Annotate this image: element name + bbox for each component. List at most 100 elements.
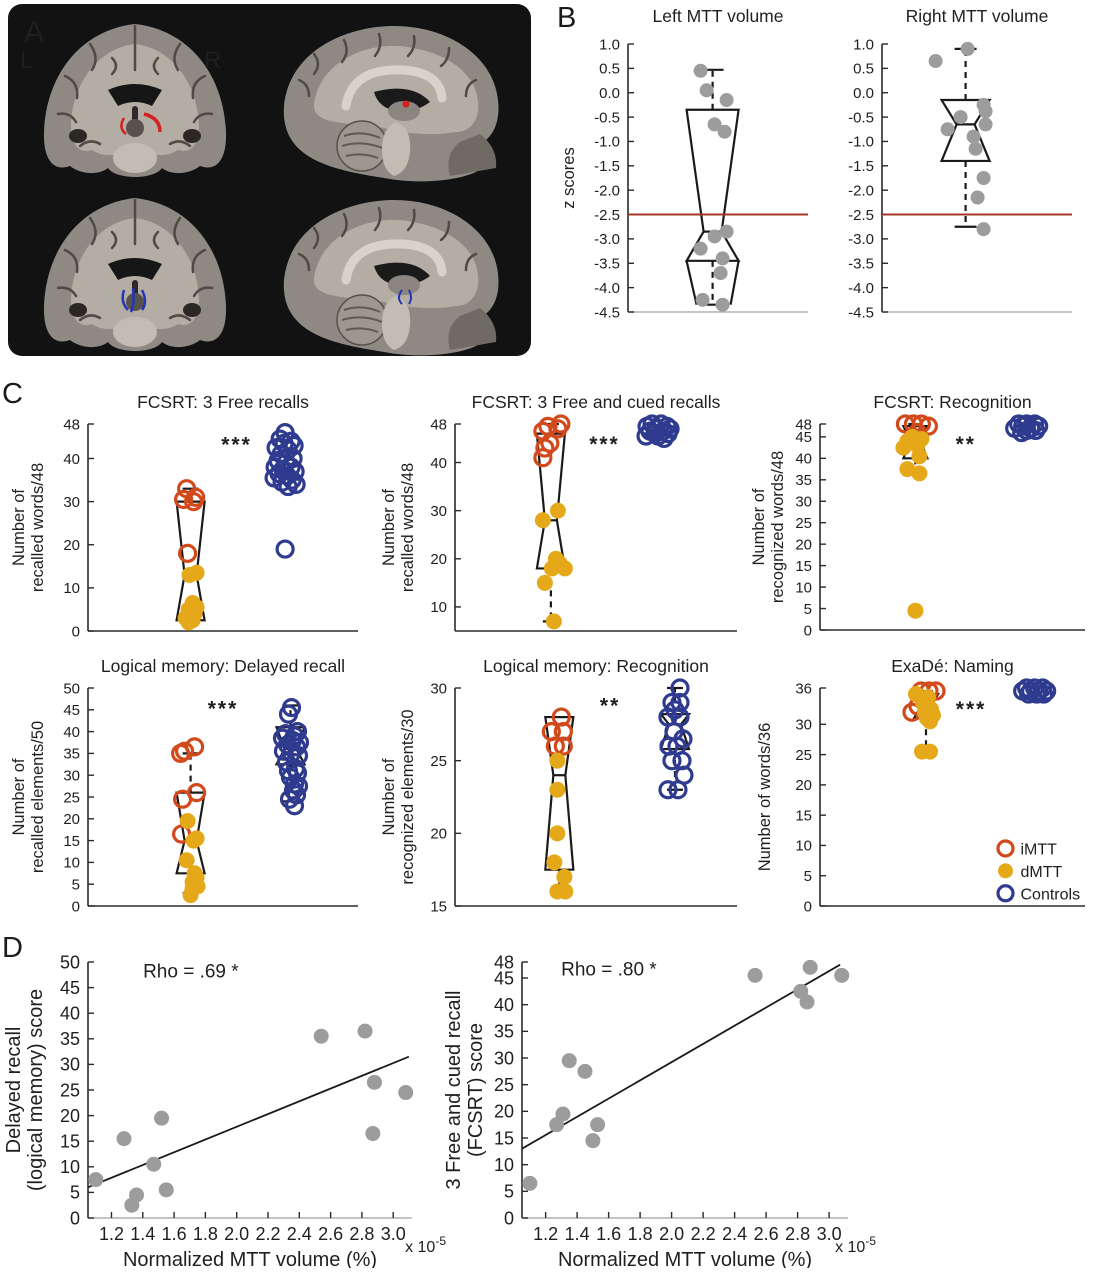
svg-text:2.4: 2.4 <box>287 1224 312 1244</box>
svg-text:20: 20 <box>430 826 447 843</box>
svg-text:30: 30 <box>430 503 447 520</box>
chart-logical-memory-delayed: 0 5 10 15 20 25 30 35 40 45 50 Number ofrecalled el… <box>0 652 370 915</box>
svg-text:Rho = .69 *: Rho = .69 * <box>143 961 239 982</box>
svg-text:0: 0 <box>72 898 80 914</box>
chart-fcsrt-recognition: 0 5 10 15 20 25 30 35 40 45 48 Number ofrecognized … <box>740 388 1098 639</box>
svg-text:Normalized MTT volume (%): Normalized MTT volume (%) <box>558 1249 812 1268</box>
svg-text:25: 25 <box>795 515 812 532</box>
svg-text:1.8: 1.8 <box>193 1224 218 1244</box>
svg-text:1.2: 1.2 <box>99 1224 124 1244</box>
svg-text:-0.5: -0.5 <box>848 109 874 126</box>
svg-text:30: 30 <box>63 494 80 511</box>
svg-text:40: 40 <box>494 995 514 1015</box>
svg-text:FCSRT: Recognition: FCSRT: Recognition <box>873 392 1031 412</box>
svg-text:2.0: 2.0 <box>224 1224 249 1244</box>
chart-fcsrt-free-cued-recalls: 10 20 30 40 48 Number ofrecalled words/48 FCSR… <box>370 388 740 638</box>
svg-text:0.0: 0.0 <box>853 85 874 102</box>
svg-text:ExaDé: Naming: ExaDé: Naming <box>891 656 1014 676</box>
svg-text:3.0: 3.0 <box>817 1224 842 1244</box>
svg-text:50: 50 <box>60 952 80 972</box>
svg-text:45: 45 <box>795 429 812 446</box>
svg-text:25: 25 <box>60 1080 80 1100</box>
svg-text:Normalized MTT volume (%): Normalized MTT volume (%) <box>123 1249 377 1268</box>
svg-text:***: *** <box>208 697 239 720</box>
svg-text:40: 40 <box>430 455 447 472</box>
svg-text:-2.5: -2.5 <box>848 207 874 224</box>
svg-text:25: 25 <box>430 753 447 770</box>
svg-text:15: 15 <box>795 558 812 575</box>
svg-text:-3.5: -3.5 <box>594 256 620 273</box>
svg-text:15: 15 <box>60 1132 80 1152</box>
svg-text:10: 10 <box>795 579 812 596</box>
chart-svg-c-lm-delayed: 0 5 10 15 20 25 30 35 40 45 50 Number ofrecalled el… <box>10 656 358 915</box>
svg-text:z scores: z scores <box>560 147 578 208</box>
svg-text:40: 40 <box>795 451 812 468</box>
svg-text:40: 40 <box>63 724 80 741</box>
svg-text:-2.0: -2.0 <box>594 182 620 199</box>
svg-text:0.5: 0.5 <box>853 61 874 78</box>
svg-text:5: 5 <box>504 1182 514 1202</box>
svg-text:15: 15 <box>795 807 812 824</box>
svg-text:2.6: 2.6 <box>318 1224 343 1244</box>
svg-text:1.8: 1.8 <box>628 1224 653 1244</box>
svg-text:-2.0: -2.0 <box>848 182 874 199</box>
svg-text:Delayed recall(logical memory): Delayed recall(logical memory) score <box>3 989 47 1191</box>
svg-text:10: 10 <box>494 1155 514 1175</box>
svg-text:0: 0 <box>70 1208 80 1228</box>
svg-text:-4.0: -4.0 <box>594 280 620 297</box>
svg-text:2.8: 2.8 <box>349 1224 374 1244</box>
svg-text:20: 20 <box>63 811 80 828</box>
svg-text:-4.5: -4.5 <box>594 304 620 321</box>
panel-d-label: D <box>2 932 23 964</box>
svg-text:1.4: 1.4 <box>565 1224 590 1244</box>
svg-text:20: 20 <box>63 537 80 554</box>
svg-text:30: 30 <box>63 767 80 784</box>
svg-text:0: 0 <box>72 623 80 638</box>
svg-text:Controls: Controls <box>1021 886 1081 903</box>
svg-text:10: 10 <box>795 838 812 855</box>
svg-text:0: 0 <box>804 622 812 638</box>
svg-text:-1.0: -1.0 <box>848 134 874 151</box>
mri-sagittal-bottom <box>284 200 499 355</box>
svg-text:30: 30 <box>795 494 812 511</box>
svg-text:0.0: 0.0 <box>599 85 620 102</box>
svg-text:-1.5: -1.5 <box>848 158 874 175</box>
svg-text:1.6: 1.6 <box>162 1224 187 1244</box>
svg-text:20: 20 <box>430 551 447 568</box>
chart-svg-c-fcsrt-free: 0 10 20 30 40 48 Number ofrecalled words/48 FCS… <box>10 392 358 640</box>
svg-text:15: 15 <box>430 898 447 914</box>
svg-text:20: 20 <box>494 1102 514 1122</box>
svg-text:-3.0: -3.0 <box>848 231 874 248</box>
panel-c-label: C <box>2 378 23 410</box>
svg-text:30: 30 <box>60 1055 80 1075</box>
svg-text:35: 35 <box>60 1029 80 1049</box>
mtt-annotation-red-dot <box>402 100 410 108</box>
svg-text:10: 10 <box>430 599 447 616</box>
svg-text:48: 48 <box>795 416 812 433</box>
svg-text:2.6: 2.6 <box>754 1224 779 1244</box>
svg-text:30: 30 <box>795 717 812 734</box>
svg-text:20: 20 <box>60 1106 80 1126</box>
svg-text:30: 30 <box>430 680 447 697</box>
chart-fcsrt-free-recalls: 0 10 20 30 40 48 Number ofrecalled words/48 FCS… <box>0 388 370 640</box>
panel-a-mri: A L R <box>8 4 531 356</box>
svg-text:iMTT: iMTT <box>1021 841 1058 858</box>
svg-text:1.4: 1.4 <box>130 1224 155 1244</box>
svg-text:35: 35 <box>795 472 812 489</box>
svg-text:2.2: 2.2 <box>691 1224 716 1244</box>
svg-text:**: ** <box>956 433 976 456</box>
chart-svg-b-left: 1.0 0.5 0.0 -0.5 -1.0 -1.5 -2.0 -2.5 -3.0 -3.5 -4.… <box>560 6 808 321</box>
svg-text:1.0: 1.0 <box>599 36 620 53</box>
mri-left-label: L <box>20 47 33 74</box>
svg-text:10: 10 <box>60 1157 80 1177</box>
chart-correlation-delayed-recall: 0 5 10 15 20 25 30 35 40 45 50 1.2 1.4 1.6 1.8 2.0 2.2 2.… <box>0 938 450 1271</box>
svg-text:-3.0: -3.0 <box>594 231 620 248</box>
svg-text:***: *** <box>956 698 987 721</box>
chart-right-mtt-volume: 1.0 0.5 0.0 -0.5 -1.0 -1.5 -2.0 -2.5 -3.0 -3.5 -4.… <box>830 2 1080 332</box>
chart-logical-memory-recognition: 15 20 25 30 Number ofrecognized elements/30 L… <box>370 652 740 915</box>
svg-text:x 10-5: x 10-5 <box>835 1234 876 1256</box>
svg-text:1.2: 1.2 <box>533 1224 558 1244</box>
svg-text:Number ofrecalled elements/50: Number ofrecalled elements/50 <box>10 721 47 873</box>
